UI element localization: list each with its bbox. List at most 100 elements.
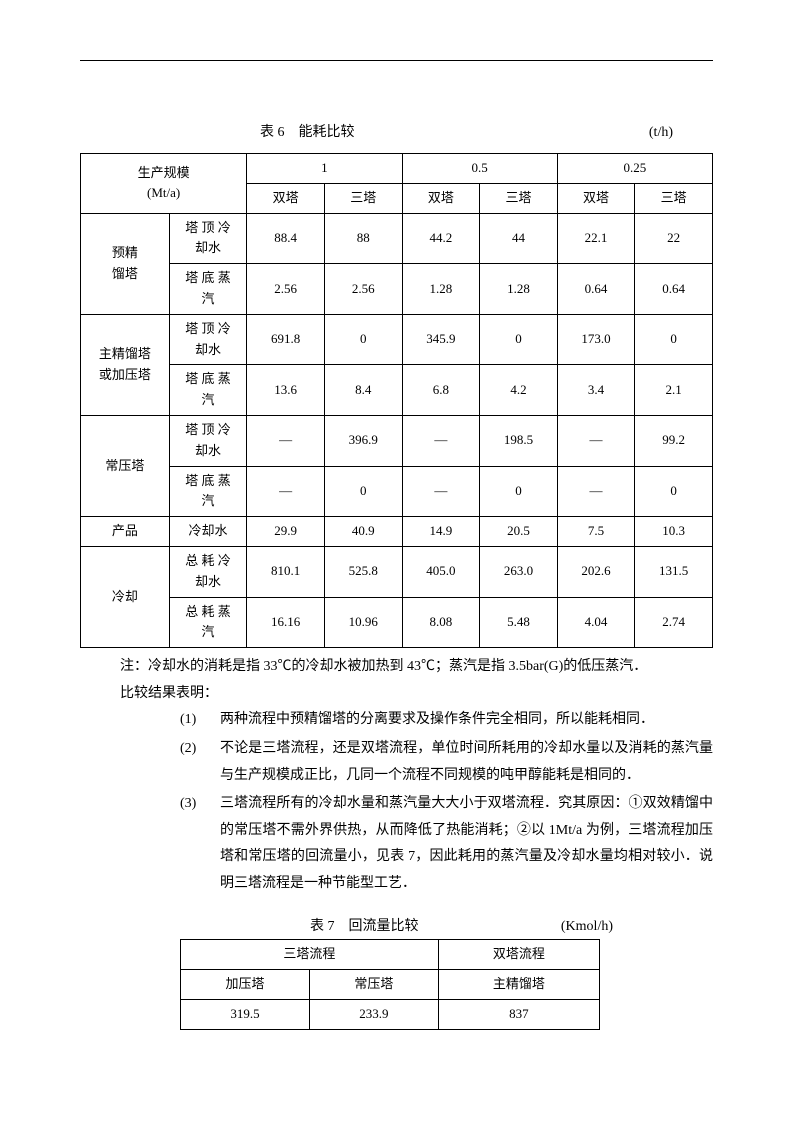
param-cell: 塔 底 蒸 汽 [169, 365, 247, 416]
val: 2.74 [635, 597, 713, 648]
subcol: 三塔 [324, 183, 402, 213]
list-num: (3) [180, 791, 220, 897]
val: 0.64 [557, 264, 635, 315]
val: 10.96 [324, 597, 402, 648]
val: 173.0 [557, 314, 635, 365]
val: — [557, 415, 635, 466]
table7: 三塔流程 双塔流程 加压塔 常压塔 主精馏塔 319.5 233.9 837 [180, 939, 600, 1029]
subcol: 双塔 [247, 183, 325, 213]
subcol: 三塔 [635, 183, 713, 213]
val: 44.2 [402, 213, 480, 264]
val: 1.28 [402, 264, 480, 315]
val: 29.9 [247, 517, 325, 547]
table-row: 塔 底 蒸 汽 — 0 — 0 — 0 [81, 466, 713, 517]
group-name: 预精 馏塔 [81, 213, 170, 314]
subcol: 双塔 [557, 183, 635, 213]
list-item: (1) 两种流程中预精馏塔的分离要求及操作条件完全相同，所以能耗相同． [180, 707, 713, 734]
table-row: 预精 馏塔 塔 顶 冷 却水 88.4 88 44.2 44 22.1 22 [81, 213, 713, 264]
param-cell: 塔 顶 冷 却水 [169, 213, 247, 264]
val: 0.64 [635, 264, 713, 315]
table7-row: 319.5 233.9 837 [181, 1000, 600, 1030]
val: — [247, 466, 325, 517]
table6-title-row: 表 6 能耗比较 (t/h) [80, 121, 713, 141]
val: 0 [324, 466, 402, 517]
val: 88.4 [247, 213, 325, 264]
val: 0 [480, 314, 558, 365]
table6-header-row1: 生产规模 (Mt/a) 1 0.5 0.25 [81, 154, 713, 184]
list-num: (1) [180, 707, 220, 734]
val: 14.9 [402, 517, 480, 547]
val: 3.4 [557, 365, 635, 416]
table6-scale-header: 生产规模 (Mt/a) [81, 154, 247, 214]
param-cell: 总 耗 冷 却水 [169, 546, 247, 597]
table-row: 塔 底 蒸 汽 2.56 2.56 1.28 1.28 0.64 0.64 [81, 264, 713, 315]
group-name: 主精馏塔 或加压塔 [81, 314, 170, 415]
val: 345.9 [402, 314, 480, 365]
val: 202.6 [557, 546, 635, 597]
param-cell: 冷却水 [169, 517, 247, 547]
table-row: 塔 底 蒸 汽 13.6 8.4 6.8 4.2 3.4 2.1 [81, 365, 713, 416]
val: 2.56 [247, 264, 325, 315]
table7-title: 表 7 回流量比较 [310, 915, 419, 935]
val: 20.5 [480, 517, 558, 547]
table7-title-row: 表 7 回流量比较 (Kmol/h) [80, 915, 713, 935]
val: 691.8 [247, 314, 325, 365]
list-text: 不论是三塔流程，还是双塔流程，单位时间所耗用的冷却水量以及消耗的蒸汽量与生产规模… [220, 736, 713, 789]
table7-header1: 三塔流程 双塔流程 [181, 940, 600, 970]
note-line2: 比较结果表明： [120, 681, 713, 708]
val: 40.9 [324, 517, 402, 547]
val: 131.5 [635, 546, 713, 597]
notes-block: 注：冷却水的消耗是指 33℃的冷却水被加热到 43℃；蒸汽是指 3.5bar(G… [120, 654, 713, 897]
val: 8.4 [324, 365, 402, 416]
result-list: (1) 两种流程中预精馏塔的分离要求及操作条件完全相同，所以能耗相同． (2) … [180, 707, 713, 897]
h2-cell: 加压塔 [181, 970, 310, 1000]
param-cell: 塔 顶 冷 却水 [169, 415, 247, 466]
val: 0 [635, 314, 713, 365]
h1-cell: 三塔流程 [181, 940, 439, 970]
h2-cell: 常压塔 [309, 970, 438, 1000]
val: 16.16 [247, 597, 325, 648]
val: 263.0 [480, 546, 558, 597]
val: 525.8 [324, 546, 402, 597]
table-row: 主精馏塔 或加压塔 塔 顶 冷 却水 691.8 0 345.9 0 173.0… [81, 314, 713, 365]
group-name: 产品 [81, 517, 170, 547]
group-name: 常压塔 [81, 415, 170, 516]
table7-header2: 加压塔 常压塔 主精馏塔 [181, 970, 600, 1000]
val: 2.1 [635, 365, 713, 416]
table7-unit: (Kmol/h) [561, 919, 613, 935]
val: 44 [480, 213, 558, 264]
val: — [402, 466, 480, 517]
val: — [557, 466, 635, 517]
list-text: 三塔流程所有的冷却水量和蒸汽量大大小于双塔流程．究其原因：①双效精馏中的常压塔不… [220, 791, 713, 897]
val: 396.9 [324, 415, 402, 466]
val: 88 [324, 213, 402, 264]
list-num: (2) [180, 736, 220, 789]
param-cell: 塔 底 蒸 汽 [169, 264, 247, 315]
val: — [247, 415, 325, 466]
table-row: 常压塔 塔 顶 冷 却水 — 396.9 — 198.5 — 99.2 [81, 415, 713, 466]
subcol: 双塔 [402, 183, 480, 213]
list-item: (2) 不论是三塔流程，还是双塔流程，单位时间所耗用的冷却水量以及消耗的蒸汽量与… [180, 736, 713, 789]
val: — [402, 415, 480, 466]
val: 5.48 [480, 597, 558, 648]
val: 0 [480, 466, 558, 517]
table-row: 总 耗 蒸 汽 16.16 10.96 8.08 5.48 4.04 2.74 [81, 597, 713, 648]
scale-label: 生产规模 [138, 165, 190, 180]
table6-title: 表 6 能耗比较 [260, 121, 355, 141]
val: 8.08 [402, 597, 480, 648]
param-cell: 塔 底 蒸 汽 [169, 466, 247, 517]
val: 810.1 [247, 546, 325, 597]
table7-wrap: 表 7 回流量比较 (Kmol/h) 三塔流程 双塔流程 加压塔 常压塔 主精馏… [80, 915, 713, 1029]
h2-cell: 主精馏塔 [438, 970, 599, 1000]
table-row: 冷却 总 耗 冷 却水 810.1 525.8 405.0 263.0 202.… [81, 546, 713, 597]
document-page: 表 6 能耗比较 (t/h) 生产规模 (Mt/a) 1 0.5 0.25 双塔… [0, 0, 793, 1122]
val: 198.5 [480, 415, 558, 466]
param-cell: 塔 顶 冷 却水 [169, 314, 247, 365]
val: 405.0 [402, 546, 480, 597]
table6: 生产规模 (Mt/a) 1 0.5 0.25 双塔 三塔 双塔 三塔 双塔 三塔… [80, 153, 713, 648]
val: 99.2 [635, 415, 713, 466]
subcol: 三塔 [480, 183, 558, 213]
val: 22 [635, 213, 713, 264]
group-name: 冷却 [81, 546, 170, 647]
val: 1.28 [480, 264, 558, 315]
